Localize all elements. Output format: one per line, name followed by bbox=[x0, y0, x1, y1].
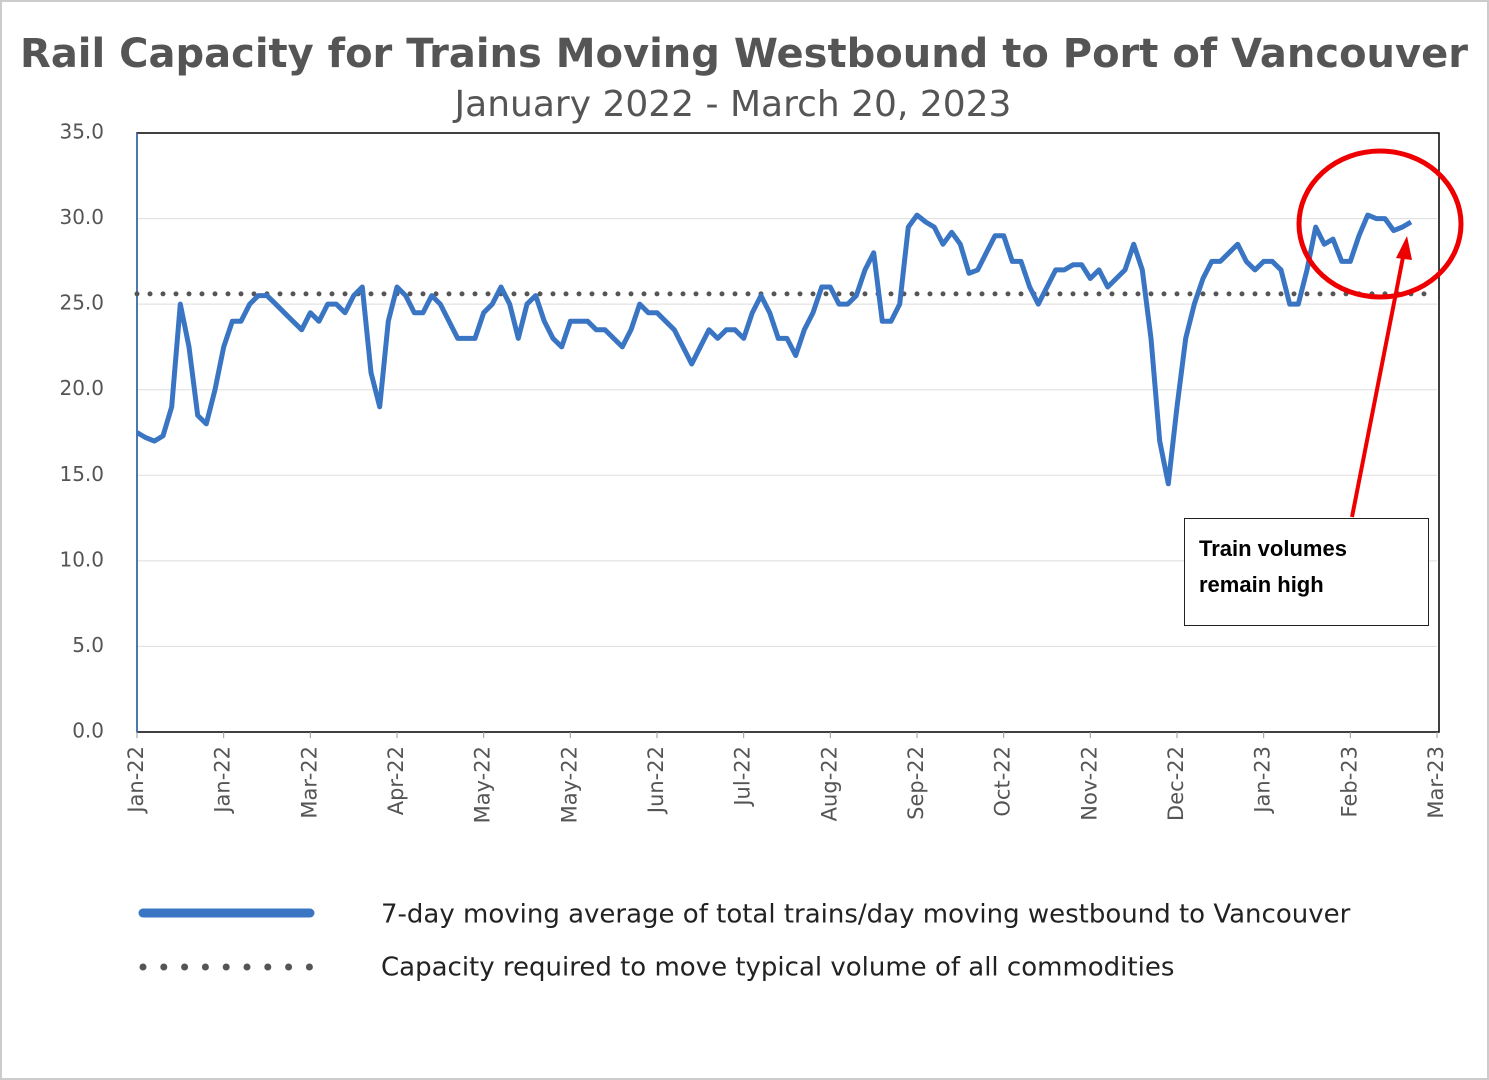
x-tick-label: Jul-22 bbox=[731, 746, 755, 808]
arrowhead bbox=[1396, 236, 1412, 260]
x-tick-label: Nov-22 bbox=[1077, 746, 1101, 821]
y-tick-label: 30.0 bbox=[59, 205, 104, 229]
chart-title: Rail Capacity for Trains Moving Westboun… bbox=[20, 31, 1468, 77]
plot-area: 0.0 5.0 10.0 15.0 20.0 25.0 30.0 35.0 Jan-22 Jan-… bbox=[59, 120, 1448, 824]
series-line bbox=[135, 212, 1413, 487]
x-tick-label: May-22 bbox=[471, 746, 495, 823]
y-tick-label: 20.0 bbox=[59, 376, 104, 400]
highlight-circle bbox=[1296, 148, 1464, 300]
x-tick-label: May-22 bbox=[557, 746, 581, 823]
x-tick-label: Aug-22 bbox=[817, 746, 841, 821]
x-tick-label: Jan-22 bbox=[124, 746, 148, 815]
legend-label: Capacity required to move typical volume… bbox=[381, 953, 1174, 983]
y-tick-label: 35.0 bbox=[59, 120, 104, 144]
x-tick-label: Jan-22 bbox=[211, 746, 235, 815]
legend-label: 7-day moving average of total trains/day… bbox=[381, 900, 1351, 930]
annotation: Train volumes remain high bbox=[1184, 518, 1429, 626]
y-tick-label: 25.0 bbox=[59, 291, 104, 315]
x-tick-label: Mar-22 bbox=[297, 746, 321, 819]
x-tick-label: Sep-22 bbox=[904, 746, 928, 820]
x-tick-label: Feb-23 bbox=[1337, 746, 1361, 817]
y-tick-label: 15.0 bbox=[59, 462, 104, 486]
legend: 7-day moving average of total trains/day… bbox=[138, 900, 1351, 983]
y-tick-label: 10.0 bbox=[59, 547, 104, 571]
y-tick-label: 5.0 bbox=[72, 633, 104, 657]
y-tick-label: 0.0 bbox=[72, 719, 104, 743]
arrow bbox=[1350, 251, 1406, 518]
x-tick-label: Jun-22 bbox=[644, 746, 668, 815]
x-tick-label: Apr-22 bbox=[384, 746, 408, 815]
x-tick-label: Jan-23 bbox=[1251, 746, 1275, 815]
chart-subtitle: January 2022 - March 20, 2023 bbox=[453, 84, 1012, 125]
x-tick-label: Mar-23 bbox=[1424, 746, 1448, 819]
x-tick-label: Dec-22 bbox=[1164, 746, 1188, 821]
x-tick-label: Oct-22 bbox=[991, 746, 1015, 817]
